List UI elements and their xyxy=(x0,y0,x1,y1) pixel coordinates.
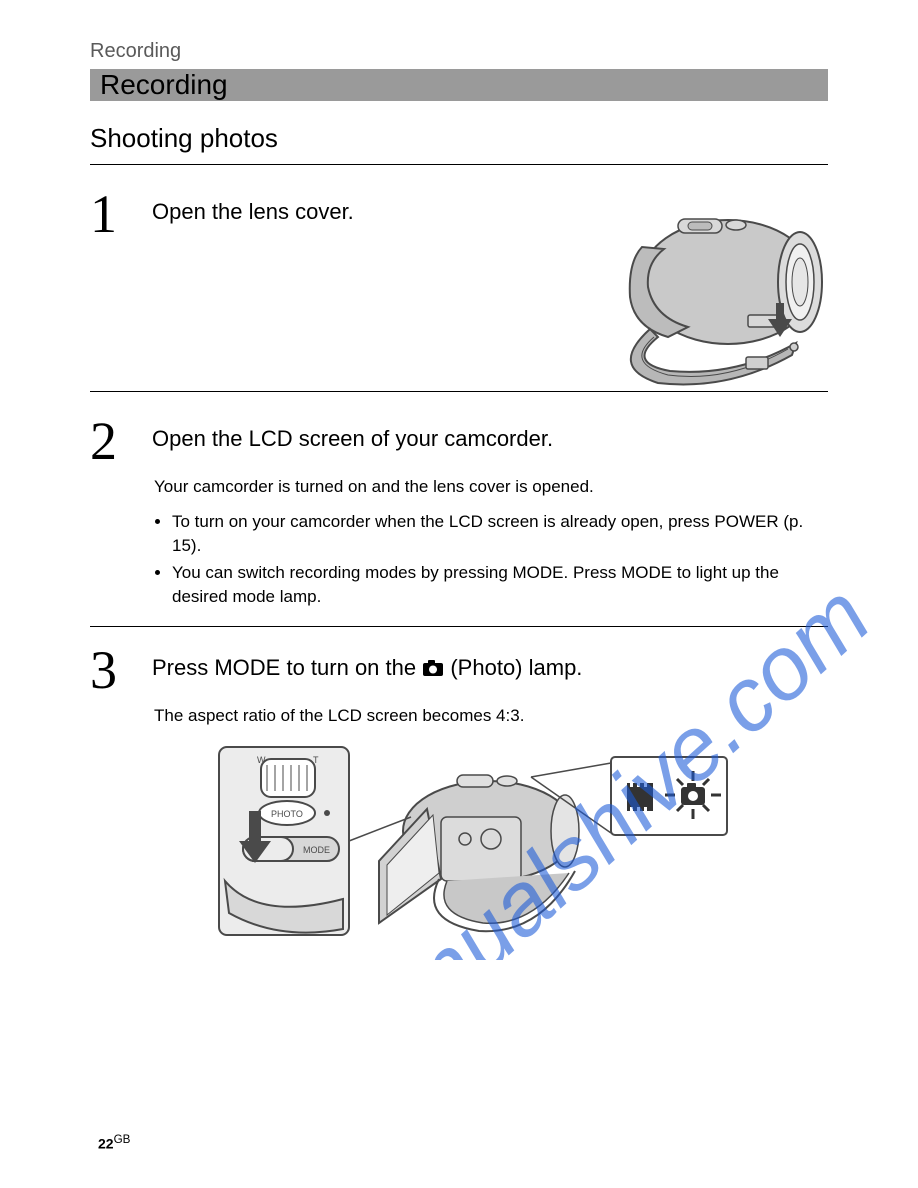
camcorder-illustration xyxy=(568,187,828,387)
photo-icon xyxy=(422,659,444,677)
step-2-bullets: To turn on your camcorder when the LCD s… xyxy=(90,510,828,611)
heading-bar: Recording xyxy=(90,69,828,101)
step-2: 2 Open the LCD screen of your camcorder. xyxy=(90,414,828,468)
step-3-text: Press MODE to turn on the (Photo) lamp. xyxy=(152,643,828,684)
label-w: W xyxy=(257,755,266,765)
spacer-2 xyxy=(90,612,828,626)
step-3: 3 Press MODE to turn on the (Photo) lamp… xyxy=(90,643,828,697)
step-3-text-after: (Photo) lamp. xyxy=(450,655,582,680)
label-photo: PHOTO xyxy=(271,809,303,819)
step-2-bullet: To turn on your camcorder when the LCD s… xyxy=(172,510,828,559)
step-2-detail: Your camcorder is turned on and the lens… xyxy=(90,474,828,500)
subtitle: Shooting photos xyxy=(90,123,828,154)
step-3-detail: The aspect ratio of the LCD screen becom… xyxy=(90,703,828,729)
section-label: Recording xyxy=(90,40,828,63)
step-1: 1 Open the lens cover. xyxy=(90,187,828,241)
step-1-number: 1 xyxy=(90,187,140,241)
step-2-number: 2 xyxy=(90,414,140,468)
page: manualshive.com Recording Recording Shoo… xyxy=(0,0,918,1188)
page-number: 22 xyxy=(98,1136,114,1152)
page-number-sup: GB xyxy=(114,1133,131,1146)
step-2-text: Open the LCD screen of your camcorder. xyxy=(152,414,828,455)
divider-1 xyxy=(90,164,828,165)
step-2-bullet: You can switch recording modes by pressi… xyxy=(172,561,828,610)
step-3-number: 3 xyxy=(90,643,140,697)
label-mode: MODE xyxy=(303,845,330,855)
divider-2 xyxy=(90,391,828,392)
heading-text: Recording xyxy=(100,69,228,101)
mode-illustration: W T PHOTO MODE xyxy=(90,741,828,951)
footer: 22GB xyxy=(98,1133,130,1152)
step-3-text-before: Press MODE to turn on the xyxy=(152,655,422,680)
divider-3 xyxy=(90,626,828,627)
label-t: T xyxy=(313,755,319,765)
